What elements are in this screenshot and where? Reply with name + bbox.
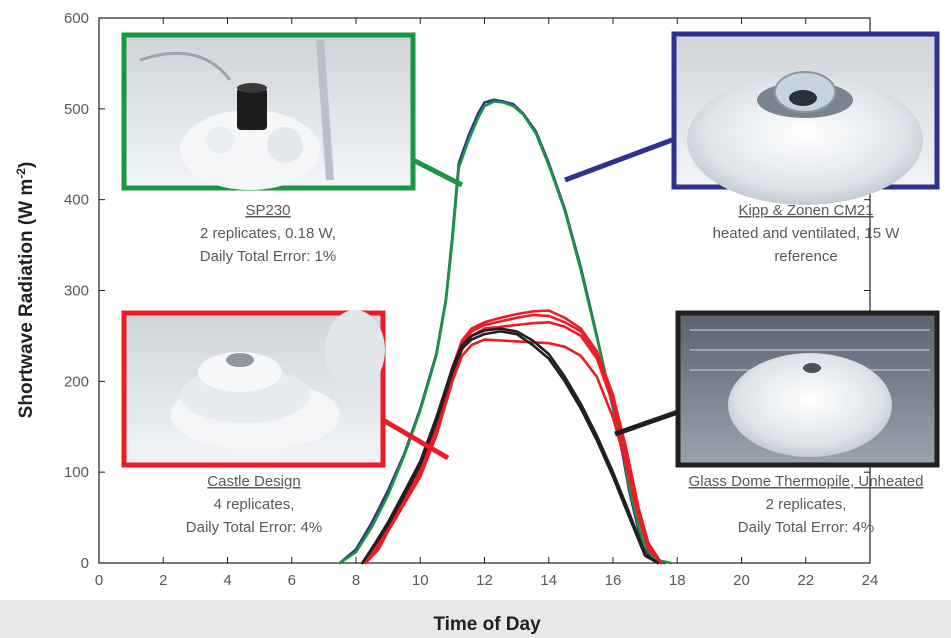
y-tick-label: 600 (64, 10, 89, 27)
x-axis-label: Time of Day (433, 614, 541, 635)
y-tick-label: 500 (64, 101, 89, 118)
castle-photo (121, 310, 386, 468)
connector-sp230 (411, 157, 464, 188)
x-tick-label: 18 (669, 572, 686, 589)
x-tick-label: 24 (862, 572, 879, 589)
caption-castle: Castle Design 4 replicates, Daily Total … (186, 473, 322, 536)
thermopile-photo (675, 310, 940, 468)
sp230-detail-1: 2 replicates, 0.18 W, (200, 225, 336, 242)
y-tick-label: 100 (64, 464, 89, 481)
y-axis-label-main: Shortwave Radiation (W m (16, 179, 37, 419)
y-tick-label: 400 (64, 192, 89, 209)
y-axis-label-tail: ) (16, 162, 37, 168)
sp230-title: SP230 (245, 202, 290, 219)
castle-title: Castle Design (207, 473, 300, 490)
series-line-2 (364, 338, 663, 565)
x-tick-label: 10 (412, 572, 429, 589)
footer-band (0, 600, 951, 638)
series-layer (338, 98, 673, 565)
x-tick-label: 2 (159, 572, 167, 589)
x-tick-label: 16 (605, 572, 622, 589)
series-line-6 (361, 327, 660, 565)
cm21-photo (671, 31, 940, 205)
connector-thermopile (614, 409, 679, 437)
x-tick-label: 20 (733, 572, 750, 589)
thermopile-detail-2: Daily Total Error: 4% (738, 519, 874, 536)
x-tick-label: 4 (223, 572, 231, 589)
sp230-detail-2: Daily Total Error: 1% (200, 248, 336, 265)
thermopile-detail-1: 2 replicates, (766, 496, 847, 513)
connector-cm21 (564, 137, 673, 183)
caption-cm21: Kipp & Zonen CM21 heated and ventilated,… (713, 202, 901, 265)
y-tick-label: 0 (81, 555, 89, 572)
x-tick-label: 12 (476, 572, 493, 589)
y-axis-label-sup: -2 (14, 168, 28, 179)
castle-detail-2: Daily Total Error: 4% (186, 519, 322, 536)
y-tick-label: 200 (64, 373, 89, 390)
cm21-title: Kipp & Zonen CM21 (738, 202, 873, 219)
thermopile-title: Glass Dome Thermopile, Unheated (689, 473, 924, 490)
connector-castle (381, 417, 450, 461)
y-axis-label: Shortwave Radiation (W m-2) (14, 162, 37, 419)
x-tick-label: 22 (797, 572, 814, 589)
caption-sp230: SP230 2 replicates, 0.18 W, Daily Total … (200, 202, 336, 265)
castle-detail-1: 4 replicates, (214, 496, 295, 513)
cm21-detail-1: heated and ventilated, 15 W (713, 225, 901, 242)
sp230-photo (121, 32, 416, 191)
y-tick-label: 300 (64, 283, 89, 300)
series-line-7 (361, 330, 660, 565)
x-tick-label: 14 (540, 572, 557, 589)
x-tick-label: 8 (352, 572, 360, 589)
caption-thermopile: Glass Dome Thermopile, Unheated 2 replic… (689, 473, 924, 536)
cm21-detail-2: reference (774, 248, 837, 265)
x-tick-label: 6 (288, 572, 296, 589)
x-tick-label: 0 (95, 572, 103, 589)
